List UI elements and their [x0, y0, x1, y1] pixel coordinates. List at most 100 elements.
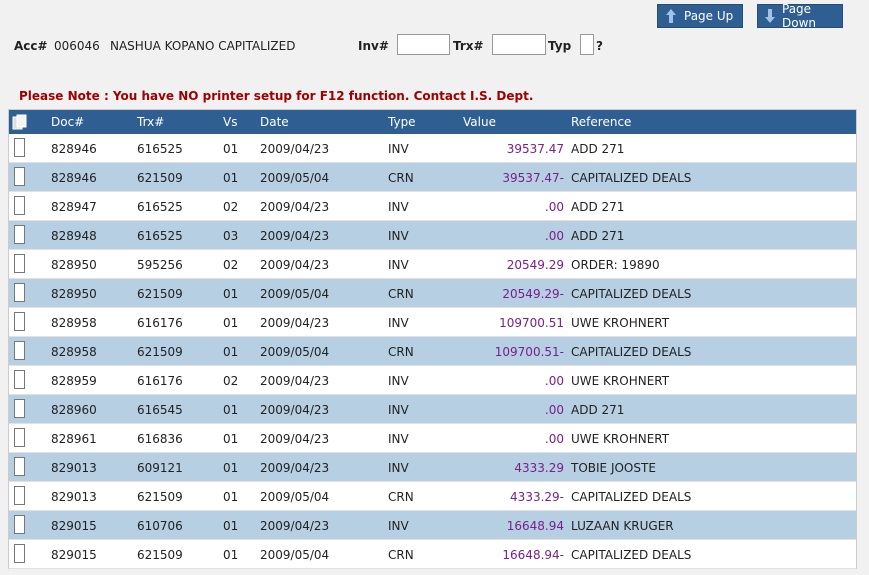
row-select-checkbox[interactable] [14, 399, 25, 418]
table-row[interactable]: 828961 616836 01 2009/04/23 INV .00 UWE KROHNE… [9, 424, 856, 453]
cell-date: 2009/04/23 [260, 316, 330, 330]
cell-value: 39537.47- [502, 171, 564, 185]
cell-date: 2009/04/23 [260, 403, 330, 417]
row-select-checkbox[interactable] [14, 254, 25, 273]
table-row[interactable]: 828958 621509 01 2009/05/04 CRN 109700.51- CAP… [9, 337, 856, 366]
cell-type: INV [388, 316, 409, 330]
column-header-vs[interactable]: Vs [223, 115, 238, 129]
cell-trx: 621509 [137, 345, 183, 359]
help-question-mark[interactable]: ? [596, 39, 603, 53]
row-select-checkbox[interactable] [14, 312, 25, 331]
table-row[interactable]: 829015 621509 01 2009/05/04 CRN 16648.94- CAPI… [9, 540, 856, 569]
row-select-checkbox[interactable] [14, 544, 25, 563]
cell-trx: 621509 [137, 490, 183, 504]
cell-reference: CAPITALIZED DEALS [571, 490, 692, 504]
cell-value: .00 [544, 403, 564, 417]
cell-doc: 828950 [51, 258, 97, 272]
cell-doc: 829015 [51, 548, 97, 562]
cell-vs: 02 [223, 258, 239, 272]
table-row[interactable]: 828948 616525 03 2009/04/23 INV .00 ADD 271 [9, 221, 856, 250]
column-header-date[interactable]: Date [260, 115, 289, 129]
table-row[interactable]: 828947 616525 02 2009/04/23 INV .00 ADD 271 [9, 192, 856, 221]
row-select-checkbox[interactable] [14, 341, 25, 360]
cell-date: 2009/04/23 [260, 432, 330, 446]
row-select-checkbox[interactable] [14, 457, 25, 476]
account-number: 006046 [54, 39, 100, 53]
cell-doc: 828947 [51, 200, 97, 214]
row-select-checkbox[interactable] [14, 167, 25, 186]
table-row[interactable]: 829013 609121 01 2009/04/23 INV 4333.29 TOBIE … [9, 453, 856, 482]
type-input[interactable] [580, 34, 594, 55]
cell-reference: ORDER: 19890 [571, 258, 660, 272]
cell-trx: 621509 [137, 548, 183, 562]
cell-value: 39537.47 [506, 142, 564, 156]
column-header-trx[interactable]: Trx# [137, 115, 165, 129]
column-header-value[interactable]: Value [463, 115, 496, 129]
cell-value: 4333.29 [514, 461, 564, 475]
cell-vs: 01 [223, 403, 239, 417]
cell-trx: 595256 [137, 258, 183, 272]
cell-value: 20549.29- [502, 287, 564, 301]
table-row[interactable]: 828946 616525 01 2009/04/23 INV 39537.47 ADD 2… [9, 134, 856, 163]
cell-vs: 01 [223, 171, 239, 185]
row-select-checkbox[interactable] [14, 428, 25, 447]
cell-type: INV [388, 200, 409, 214]
cell-type: INV [388, 461, 409, 475]
cell-type: CRN [388, 287, 414, 301]
cell-type: INV [388, 229, 409, 243]
cell-doc: 828960 [51, 403, 97, 417]
cell-date: 2009/05/04 [260, 548, 330, 562]
cell-vs: 01 [223, 316, 239, 330]
row-select-checkbox[interactable] [14, 138, 25, 157]
table-row[interactable]: 828950 595256 02 2009/04/23 INV 20549.29 ORDER… [9, 250, 856, 279]
cell-type: INV [388, 432, 409, 446]
cell-type: INV [388, 142, 409, 156]
table-row[interactable]: 828946 621509 01 2009/05/04 CRN 39537.47- CAPI… [9, 163, 856, 192]
cell-value: 16648.94- [502, 548, 564, 562]
cell-type: INV [388, 403, 409, 417]
transaction-input[interactable] [492, 34, 546, 55]
arrow-up-icon [664, 8, 678, 24]
table-row[interactable]: 828950 621509 01 2009/05/04 CRN 20549.29- CAPI… [9, 279, 856, 308]
cell-date: 2009/05/04 [260, 287, 330, 301]
row-select-checkbox[interactable] [14, 196, 25, 215]
table-row[interactable]: 829015 610706 01 2009/04/23 INV 16648.94 LUZAA… [9, 511, 856, 540]
type-label: Typ [548, 39, 572, 53]
cell-vs: 01 [223, 519, 239, 533]
column-header-type[interactable]: Type [388, 115, 416, 129]
page-down-button[interactable]: Page Down [757, 2, 843, 30]
cell-doc: 829013 [51, 461, 97, 475]
invoice-input[interactable] [397, 34, 450, 55]
invoice-label: Inv# [358, 39, 389, 53]
cell-doc: 828948 [51, 229, 97, 243]
cell-vs: 01 [223, 490, 239, 504]
cell-reference: ADD 271 [571, 142, 625, 156]
documents-table: Doc# Trx# Vs Date Type Value Reference 8… [8, 109, 857, 569]
cell-date: 2009/04/23 [260, 229, 330, 243]
column-header-doc[interactable]: Doc# [51, 115, 85, 129]
row-select-checkbox[interactable] [14, 515, 25, 534]
row-select-checkbox[interactable] [14, 486, 25, 505]
cell-trx: 621509 [137, 171, 183, 185]
table-body: 828946 616525 01 2009/04/23 INV 39537.47 ADD 2… [9, 134, 856, 569]
page-up-button[interactable]: Page Up [657, 4, 743, 28]
table-row[interactable]: 829013 621509 01 2009/05/04 CRN 4333.29- CAPIT… [9, 482, 856, 511]
cell-reference: TOBIE JOOSTE [571, 461, 656, 475]
row-select-checkbox[interactable] [14, 370, 25, 389]
cell-date: 2009/04/23 [260, 519, 330, 533]
table-row[interactable]: 828959 616176 02 2009/04/23 INV .00 UWE KROHNE… [9, 366, 856, 395]
cell-vs: 01 [223, 345, 239, 359]
cell-trx: 621509 [137, 287, 183, 301]
cell-type: CRN [388, 548, 414, 562]
cell-doc: 828961 [51, 432, 97, 446]
copy-documents-icon[interactable] [12, 114, 28, 133]
cell-doc: 828950 [51, 287, 97, 301]
table-row[interactable]: 828958 616176 01 2009/04/23 INV 109700.51 UWE … [9, 308, 856, 337]
column-header-reference[interactable]: Reference [571, 115, 632, 129]
cell-trx: 616525 [137, 142, 183, 156]
cell-reference: UWE KROHNERT [571, 316, 670, 330]
row-select-checkbox[interactable] [14, 225, 25, 244]
row-select-checkbox[interactable] [14, 283, 25, 302]
table-row[interactable]: 828960 616545 01 2009/04/23 INV .00 ADD 271 [9, 395, 856, 424]
cell-date: 2009/04/23 [260, 258, 330, 272]
